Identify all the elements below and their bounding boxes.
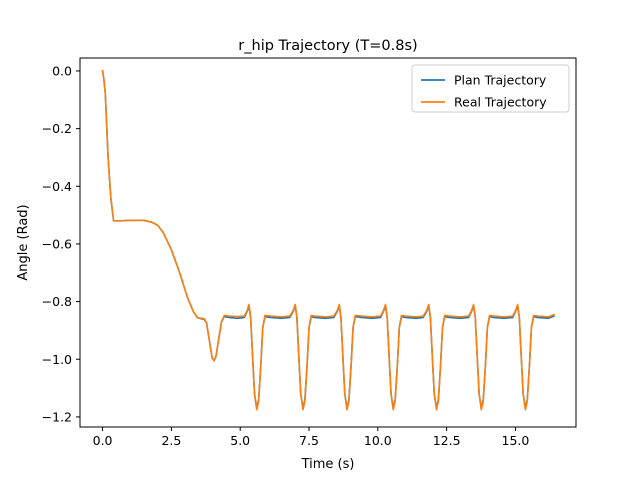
legend-box bbox=[411, 64, 570, 113]
x-tick-label: 10.0 bbox=[364, 433, 392, 448]
y-tick-label: −1.0 bbox=[42, 352, 72, 367]
x-tick-label: 5.0 bbox=[230, 433, 250, 448]
x-tick-label: 0.0 bbox=[93, 433, 113, 448]
y-tick-label: −0.6 bbox=[42, 236, 72, 251]
y-axis-label: Angle (Rad) bbox=[16, 204, 31, 280]
x-tick-label: 12.5 bbox=[433, 433, 461, 448]
y-tick-label: −0.4 bbox=[42, 179, 72, 194]
x-tick-label: 15.0 bbox=[502, 433, 530, 448]
y-tick-label: −1.2 bbox=[42, 409, 72, 424]
y-axis: 0.0 −0.2 −0.4 −0.6 −0.8 −1.0 −1.2 bbox=[42, 63, 80, 424]
plot-frame bbox=[79, 57, 577, 428]
legend: Plan Trajectory Real Trajectory bbox=[411, 64, 570, 113]
legend-label: Plan Trajectory bbox=[454, 73, 547, 88]
x-tick-label: 7.5 bbox=[299, 433, 319, 448]
chart-title: r_hip Trajectory (T=0.8s) bbox=[238, 38, 417, 54]
x-axis: 0.0 2.5 5.0 7.5 10.0 12.5 15.0 bbox=[93, 427, 530, 448]
x-tick-label: 2.5 bbox=[161, 433, 181, 448]
y-tick-label: 0.0 bbox=[52, 63, 72, 78]
series-layer bbox=[101, 70, 556, 411]
y-tick-label: −0.2 bbox=[42, 121, 72, 136]
x-axis-label: Time (s) bbox=[301, 457, 355, 472]
series-line-real-trajectory bbox=[101, 70, 556, 411]
y-tick-label: −0.8 bbox=[42, 294, 72, 309]
legend-label: Real Trajectory bbox=[454, 95, 547, 110]
